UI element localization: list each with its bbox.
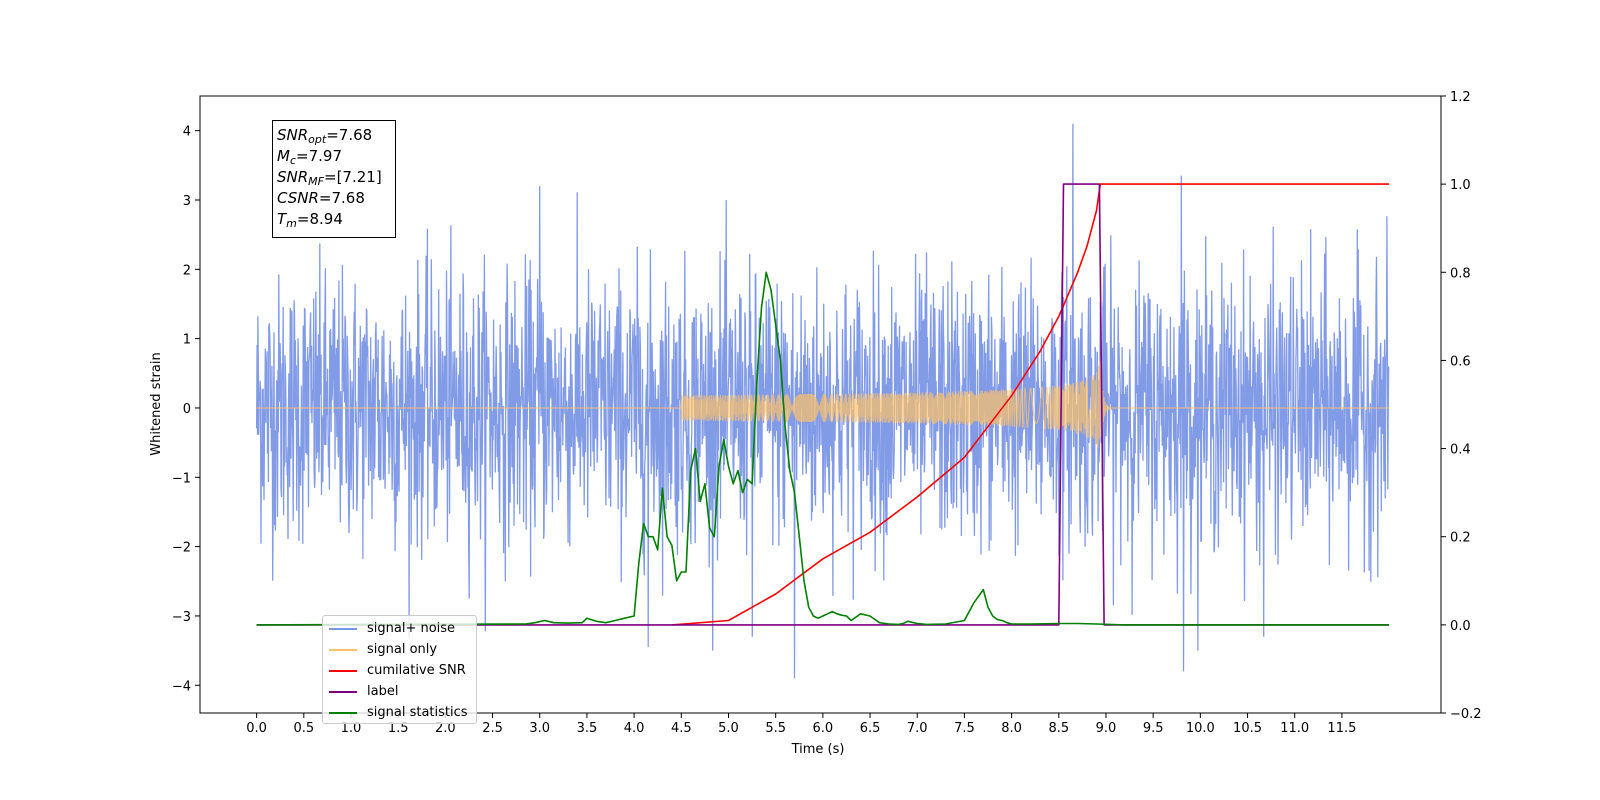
y-left-tick-label: −2 [172, 541, 191, 556]
y-left-tick-label: 3 [183, 194, 191, 209]
series-layer [255, 123, 1390, 679]
x-tick-label: 9.5 [1143, 721, 1164, 736]
stat-mc: Mc=7.97 [277, 147, 342, 167]
legend-swatch [329, 711, 357, 714]
series-signal-only [256, 360, 1390, 448]
y-left-tick-label: −1 [172, 471, 191, 486]
y-right-tick-label: 1.0 [1450, 178, 1471, 193]
stat-snr-mf: SNRMF=[7.21] [277, 168, 382, 188]
y-right-tick-label: 0.2 [1450, 531, 1471, 546]
legend-item-signal-only: signal only [329, 639, 476, 660]
y-left-tick-label: 4 [183, 125, 191, 140]
y-axis-label: Whitened strain [149, 352, 164, 455]
legend-swatch [329, 669, 357, 672]
x-axis-label: Time (s) [791, 742, 845, 757]
y-right-tick-label: 1.2 [1450, 90, 1471, 105]
y-right-tick-label: −0.2 [1450, 707, 1482, 722]
x-tick-label: 2.5 [482, 721, 503, 736]
x-tick-label: 3.0 [529, 721, 550, 736]
x-tick-label: 0.0 [246, 721, 267, 736]
legend-item-cumulative-snr: cumilative SNR [329, 660, 476, 681]
series-signal-noise [255, 123, 1390, 679]
series-cumulative-snr [671, 183, 1390, 626]
stats-annotation-box: SNRopt=7.68 Mc=7.97 SNRMF=[7.21] CSNR=7.… [272, 120, 396, 238]
legend-swatch [329, 690, 357, 693]
x-tick-label: 1.5 [388, 721, 409, 736]
stat-snr-opt: SNRopt=7.68 [277, 126, 373, 146]
x-tick-label: 10.5 [1233, 721, 1262, 736]
x-tick-label: 0.5 [293, 721, 314, 736]
y-right-tick-label: 0.8 [1450, 266, 1471, 281]
x-tick-label: 6.0 [813, 721, 834, 736]
y-left-tick-label: 1 [183, 333, 191, 348]
series-signal-statistics [256, 271, 1390, 626]
legend-item-signal-statistics: signal statistics [329, 702, 476, 723]
x-tick-label: 1.0 [341, 721, 362, 736]
x-tick-label: 7.0 [907, 721, 928, 736]
x-tick-label: 3.5 [577, 721, 598, 736]
stat-tm: Tm=8.94 [277, 210, 343, 230]
y-axis-right: 1.2 1.0 0.8 0.6 0.4 0.2 0.0 −0.2 [1441, 90, 1482, 722]
x-tick-label: 8.0 [1001, 721, 1022, 736]
y-left-tick-label: 0 [183, 402, 191, 417]
x-tick-label: 7.5 [954, 721, 975, 736]
y-left-tick-label: −3 [172, 610, 191, 625]
x-tick-label: 4.0 [624, 721, 645, 736]
y-left-tick-label: 2 [183, 263, 191, 278]
x-axis: 0.0 0.5 1.0 1.5 2.0 2.5 3.0 3.5 4.0 4.5 5.0 5.5 6.0 6… [246, 713, 1356, 736]
x-tick-label: 4.5 [671, 721, 692, 736]
x-tick-label: 8.5 [1048, 721, 1069, 736]
x-tick-label: 6.5 [860, 721, 881, 736]
plot-frame [199, 95, 1442, 714]
legend-item-label: label [329, 681, 476, 702]
x-tick-label: 2.0 [435, 721, 456, 736]
x-tick-label: 11.5 [1327, 721, 1356, 736]
y-right-tick-label: 0.4 [1450, 443, 1471, 458]
x-tick-label: 11.0 [1280, 721, 1309, 736]
stat-csnr: CSNR=7.68 [277, 189, 365, 207]
y-right-tick-label: 0.6 [1450, 354, 1471, 369]
x-tick-label: 5.0 [718, 721, 739, 736]
legend-swatch [329, 648, 357, 651]
legend: signal+ noise signal only cumilative SNR… [322, 615, 477, 724]
y-left-tick-label: −4 [172, 679, 191, 694]
y-right-tick-label: 0.0 [1450, 619, 1471, 634]
x-tick-label: 5.5 [765, 721, 786, 736]
x-tick-label: 9.0 [1096, 721, 1117, 736]
y-axis-left: 4 3 2 1 0 −1 −2 −3 −4 [172, 125, 200, 694]
x-tick-label: 10.0 [1186, 721, 1215, 736]
legend-item-signal-noise: signal+ noise [329, 618, 476, 639]
legend-swatch [329, 627, 357, 630]
